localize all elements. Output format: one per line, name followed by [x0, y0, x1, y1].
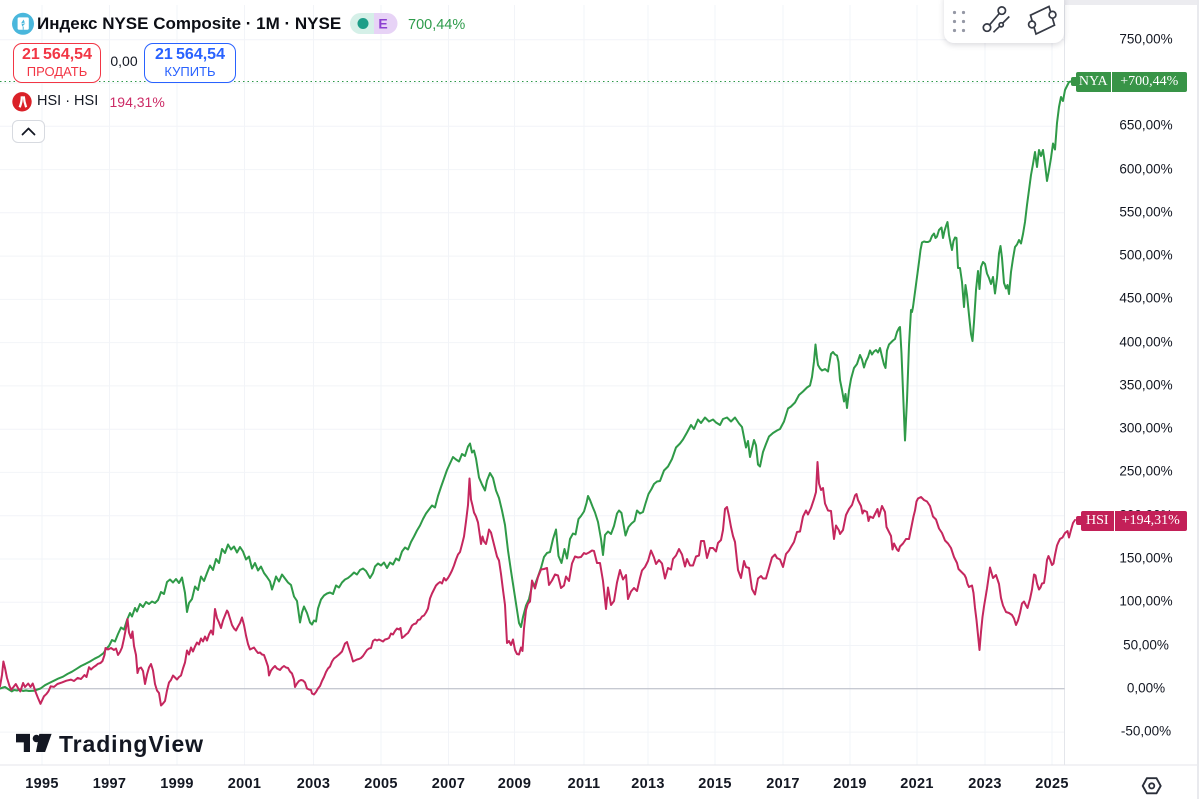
svg-text:E: E: [378, 16, 387, 32]
